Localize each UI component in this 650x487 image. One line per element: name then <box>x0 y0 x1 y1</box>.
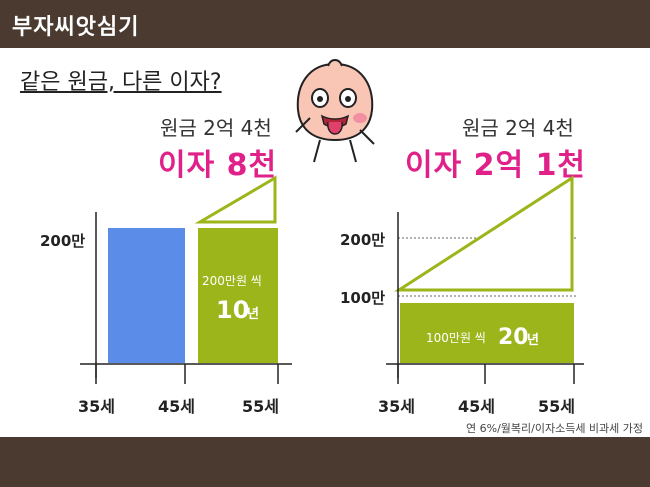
left-interest-triangle <box>194 175 277 224</box>
left-principal-label: 원금 2억 4천 <box>160 116 272 140</box>
right-bar-annotation-unit: 년 <box>527 333 539 348</box>
right-principal-label: 원금 2억 4천 <box>462 116 574 140</box>
left-bar-annotation-unit: 년 <box>247 307 259 322</box>
headline: 같은 원금, 다른 이자? <box>20 70 222 95</box>
left-x-label-35: 35세 <box>78 397 115 416</box>
left-bar-45-55 <box>198 228 278 363</box>
right-bar-annotation-number: 20 <box>498 325 529 350</box>
left-bar-annotation-line1: 200만원 씩 <box>202 274 262 288</box>
left-interest-label: 이자 8천 <box>158 148 278 183</box>
right-bar-annotation-line1: 100만원 씩 <box>426 331 486 345</box>
right-y-tick-100: 100만 <box>340 289 385 307</box>
right-interest-triangle <box>393 175 574 292</box>
peach-mascot-icon <box>295 59 375 163</box>
left-bar-annotation-number: 10 <box>216 296 249 324</box>
right-interest-label: 이자 2억 1천 <box>405 148 587 183</box>
left-x-label-55: 55세 <box>242 397 279 416</box>
footnote: 연 6%/월복리/이자소득세 비과세 가정 <box>466 422 644 435</box>
left-bar-35-45 <box>108 228 185 363</box>
left-y-tick-200: 200만 <box>40 232 85 250</box>
bottom-banner <box>0 437 650 487</box>
left-chart: 200만 35세 45세 55세 200만원 씩 10 년 <box>40 175 292 416</box>
right-x-label-45: 45세 <box>458 397 495 416</box>
left-x-label-45: 45세 <box>158 397 195 416</box>
right-y-tick-200: 200만 <box>340 231 385 249</box>
top-banner: 부자씨앗심기 <box>0 0 650 48</box>
right-chart: 200만 100만 35세 45세 55세 100만원 씩 20 년 <box>340 175 584 416</box>
right-x-label-55: 55세 <box>538 397 575 416</box>
brand-title: 부자씨앗심기 <box>12 15 140 40</box>
right-bar-35-55 <box>400 303 574 363</box>
right-x-label-35: 35세 <box>378 397 415 416</box>
